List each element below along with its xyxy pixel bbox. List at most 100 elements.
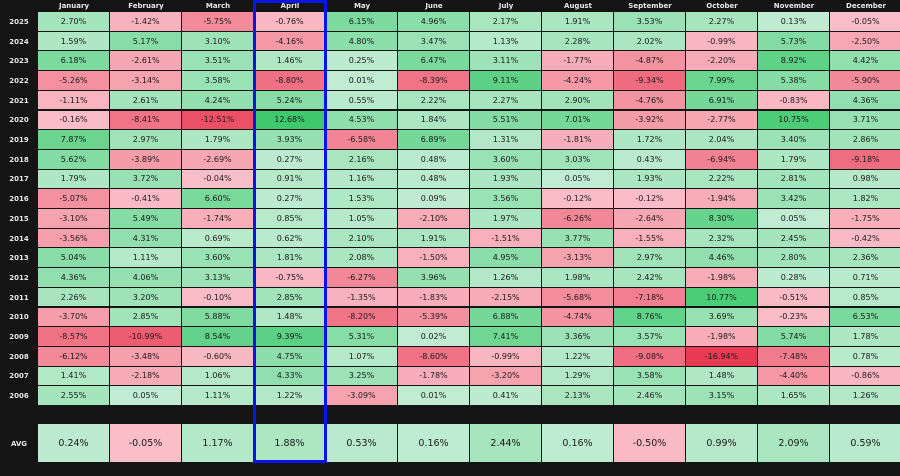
heatmap-cell: -5.90% xyxy=(830,71,900,91)
heatmap-cell: -8.39% xyxy=(398,71,470,91)
heatmap-cell: 1.26% xyxy=(830,386,900,406)
heatmap-cell: -5.39% xyxy=(398,307,470,328)
heatmap-cell: 3.15% xyxy=(686,386,758,406)
heatmap-cell: 0.28% xyxy=(758,268,830,288)
heatmap-cell: 2.85% xyxy=(110,307,182,328)
heatmap-cell: 1.48% xyxy=(686,366,758,387)
column-header-may: May xyxy=(353,2,371,10)
heatmap-cell: 1.79% xyxy=(758,149,830,170)
heatmap-cell: -5.07% xyxy=(38,189,110,209)
heatmap-cell: -5.75% xyxy=(182,12,254,32)
heatmap-cell: -6.26% xyxy=(542,209,614,229)
heatmap-cell: 4.36% xyxy=(38,268,110,288)
heatmap-cell: 5.17% xyxy=(110,31,182,52)
heatmap-cell: -9.18% xyxy=(830,149,900,170)
heatmap-cell: 9.39% xyxy=(254,327,326,347)
heatmap-cell: 2.97% xyxy=(110,130,182,150)
heatmap-cell: 1.22% xyxy=(542,346,614,367)
heatmap-cell: 1.29% xyxy=(542,366,614,387)
heatmap-cell: 2.45% xyxy=(758,228,830,249)
heatmap-cell: -4.74% xyxy=(542,307,614,328)
heatmap-cell: 3.03% xyxy=(542,149,614,170)
heatmap-cell: -7.18% xyxy=(614,287,686,308)
heatmap-cell: 4.33% xyxy=(254,366,326,387)
column-header-december: December xyxy=(846,2,886,10)
heatmap-cell: 2.46% xyxy=(614,386,686,406)
heatmap-cell: 1.82% xyxy=(830,189,900,209)
heatmap-cell: 2.04% xyxy=(686,130,758,150)
heatmap-cell: -5.68% xyxy=(542,287,614,308)
row-label-2014: 2014 xyxy=(9,234,29,243)
heatmap-cell: -7.48% xyxy=(758,346,830,367)
heatmap-cell: -4.76% xyxy=(614,90,686,111)
heatmap-cell: 2.80% xyxy=(758,248,830,269)
heatmap-cell: -0.42% xyxy=(830,228,900,249)
heatmap-cell: 8.30% xyxy=(686,209,758,229)
heatmap-cell: -0.51% xyxy=(758,287,830,308)
heatmap-cell: 3.36% xyxy=(542,327,614,347)
heatmap-cell: 3.53% xyxy=(614,12,686,32)
heatmap-cell: 1.97% xyxy=(470,209,542,229)
avg-row-label: AVG xyxy=(10,439,28,448)
heatmap-cell: 9.11% xyxy=(470,71,542,91)
heatmap-cell: 4.06% xyxy=(110,268,182,288)
heatmap-cell: 5.62% xyxy=(38,149,110,170)
heatmap-cell: 6.18% xyxy=(38,51,110,72)
heatmap-cell: 5.24% xyxy=(254,90,326,111)
heatmap-cell: -1.74% xyxy=(182,209,254,229)
row-label-2009: 2009 xyxy=(9,333,29,342)
heatmap-cell: 1.13% xyxy=(470,31,542,52)
heatmap-cell: 0.13% xyxy=(758,12,830,32)
heatmap-cell: 5.88% xyxy=(182,307,254,328)
heatmap-cell: -0.04% xyxy=(182,169,254,190)
heatmap-cell: 0.48% xyxy=(398,169,470,190)
heatmap-cell: -1.77% xyxy=(542,51,614,72)
column-header-june: June xyxy=(425,2,443,10)
heatmap-cell: 1.07% xyxy=(326,346,398,367)
heatmap-cell: 4.95% xyxy=(470,248,542,269)
heatmap-cell: 1.11% xyxy=(182,386,254,406)
heatmap-cell: 1.91% xyxy=(542,12,614,32)
column-header-september: September xyxy=(628,2,672,10)
heatmap-cell: 2.26% xyxy=(38,287,110,308)
column-header-july: July xyxy=(498,2,514,10)
heatmap-cell: -2.20% xyxy=(686,51,758,72)
heatmap-cell: 5.31% xyxy=(326,327,398,347)
heatmap-cell: -3.48% xyxy=(110,346,182,367)
heatmap-cell: 2.90% xyxy=(542,90,614,111)
column-header-march: March xyxy=(205,2,231,10)
heatmap-cell: -8.20% xyxy=(326,307,398,328)
heatmap-cell: 6.53% xyxy=(830,307,900,328)
heatmap-cell: 4.24% xyxy=(182,90,254,111)
avg-cell: 2.09% xyxy=(758,424,830,463)
row-label-2021: 2021 xyxy=(9,96,29,105)
heatmap-cell: 6.47% xyxy=(398,51,470,72)
heatmap-cell: -1.83% xyxy=(398,287,470,308)
heatmap-cell: 3.13% xyxy=(182,268,254,288)
heatmap-cell: 4.75% xyxy=(254,346,326,367)
heatmap-cell: 2.22% xyxy=(398,90,470,111)
heatmap-cell: 1.79% xyxy=(182,130,254,150)
avg-cell: -0.05% xyxy=(110,424,182,463)
avg-cell: 2.44% xyxy=(470,424,542,463)
heatmap-cell: -2.69% xyxy=(182,149,254,170)
heatmap-cell: -3.09% xyxy=(326,386,398,406)
heatmap-cell: 5.49% xyxy=(110,209,182,229)
heatmap-cell: 3.20% xyxy=(110,287,182,308)
row-label-2024: 2024 xyxy=(9,37,29,46)
heatmap-cell: 1.98% xyxy=(542,268,614,288)
heatmap-cell: 5.73% xyxy=(758,31,830,52)
heatmap-cell: -4.40% xyxy=(758,366,830,387)
heatmap-cell: 7.41% xyxy=(470,327,542,347)
heatmap-cell: -3.89% xyxy=(110,149,182,170)
heatmap-cell: 1.41% xyxy=(38,366,110,387)
heatmap-cell: -1.35% xyxy=(326,287,398,308)
heatmap-cell: 1.53% xyxy=(326,189,398,209)
heatmap-cell: -1.75% xyxy=(830,209,900,229)
heatmap-cell: -1.78% xyxy=(398,366,470,387)
heatmap-cell: 2.97% xyxy=(614,248,686,269)
heatmap-cell: 1.93% xyxy=(614,169,686,190)
heatmap-cell: 0.69% xyxy=(182,228,254,249)
avg-cell: 1.17% xyxy=(182,424,254,463)
